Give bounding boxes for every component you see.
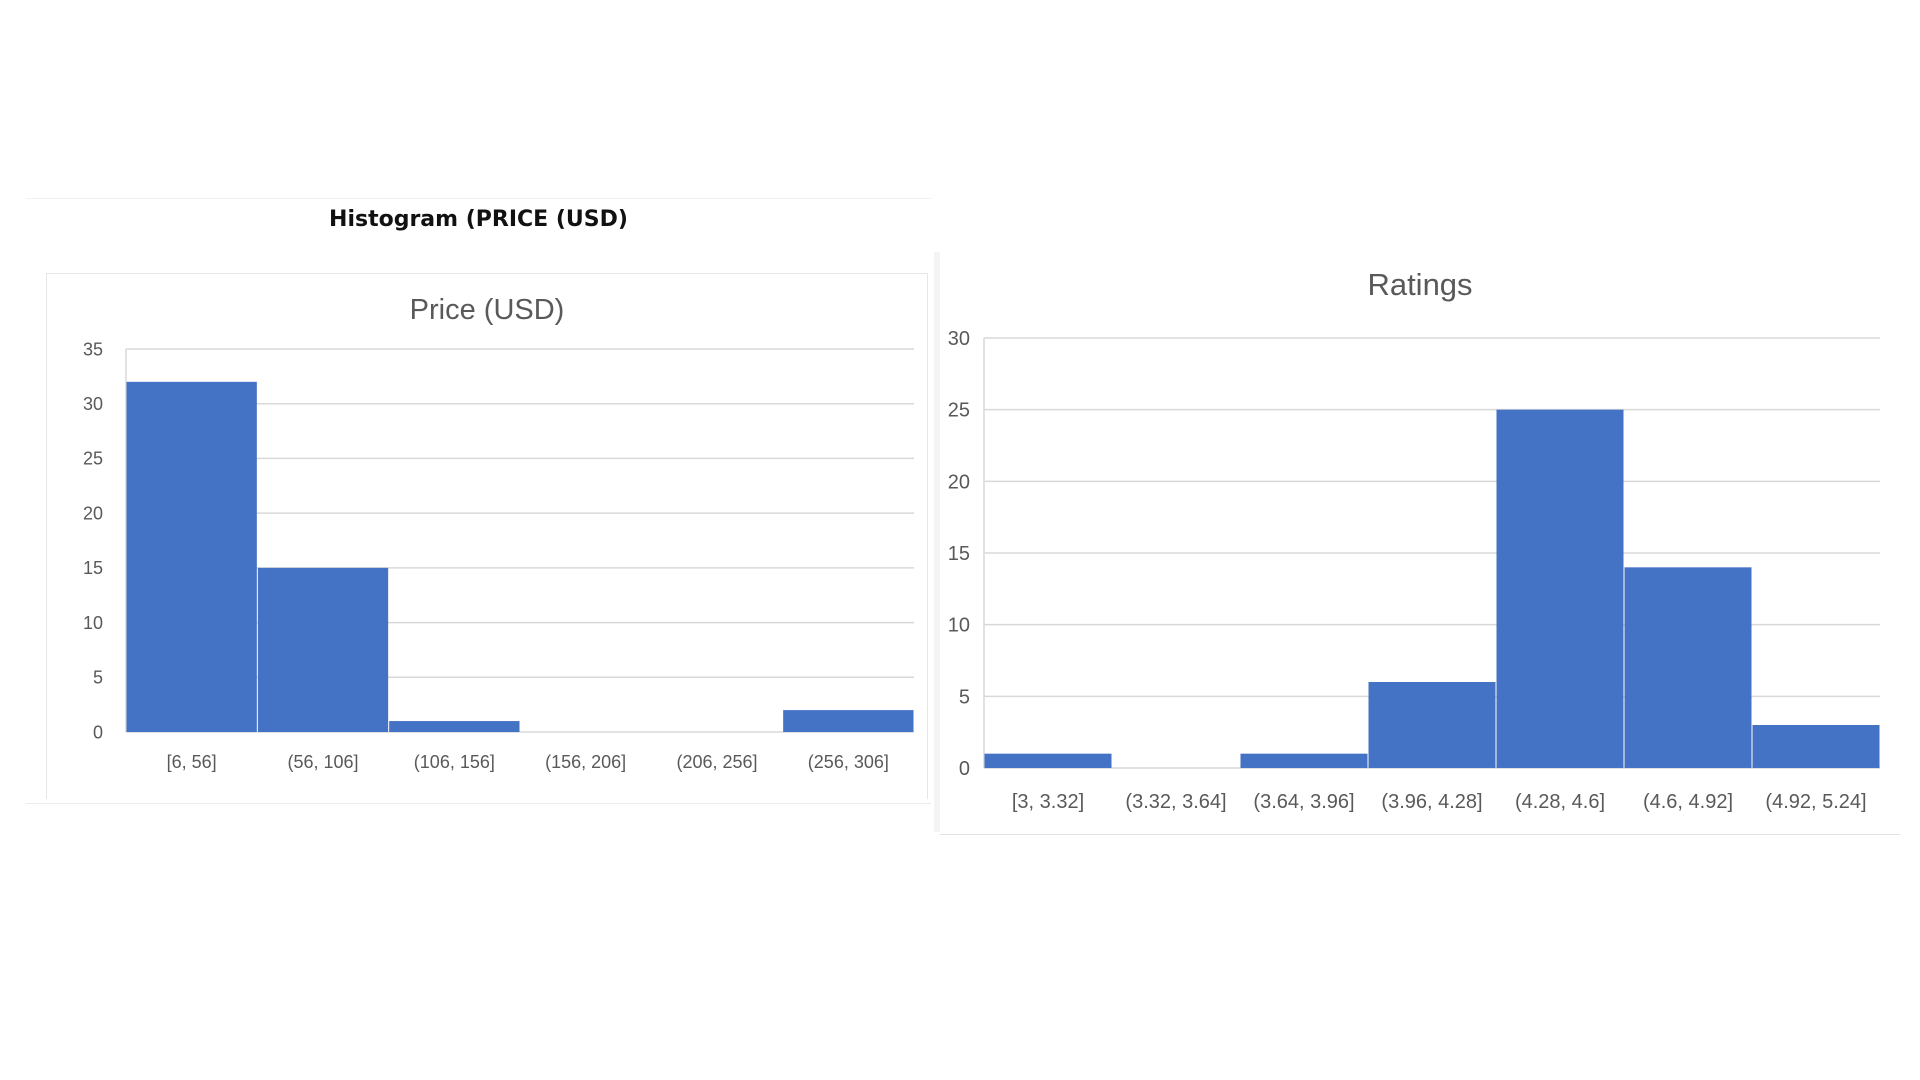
price-bar	[783, 710, 914, 732]
ratings-bar	[1496, 409, 1624, 768]
price-histogram-panel: Histogram (PRICE (USD) Price (USD) 0 5 10 1…	[26, 198, 931, 804]
ratings-x-tick-label: (4.92, 5.24]	[1765, 791, 1866, 813]
ratings-y-tick-label: 30	[948, 328, 970, 350]
ratings-x-tick-label: (3.96, 4.28]	[1381, 791, 1482, 813]
ratings-y-tick-label: 0	[959, 758, 970, 780]
price-bar	[389, 721, 520, 732]
price-y-tick-label: 25	[83, 449, 103, 469]
price-y-tick-label: 15	[83, 558, 103, 578]
price-bar	[257, 567, 389, 732]
ratings-histogram-panel: Ratings 0 5 10 15 20 25 30 [3, 3.32] (3.32, 3.6…	[940, 252, 1900, 835]
price-x-tick-label: (56, 106]	[287, 752, 358, 772]
price-y-tick-label: 20	[83, 503, 103, 523]
price-y-tick-label: 10	[83, 613, 103, 633]
ratings-bar	[1624, 567, 1752, 768]
price-bar	[126, 381, 257, 732]
ratings-chart-title: Ratings	[1367, 267, 1472, 302]
price-x-tick-label: (256, 306]	[808, 752, 889, 772]
price-histogram-chart: Price (USD) 0 5 10 15 20 25 30 35 [6, 56] (56, 1…	[83, 294, 914, 772]
ratings-bar	[1240, 753, 1368, 768]
price-y-tick-label: 0	[93, 722, 103, 742]
panel-divider	[934, 252, 940, 832]
price-x-tick-label: (106, 156]	[414, 752, 495, 772]
ratings-x-tick-label: (4.28, 4.6]	[1515, 791, 1605, 813]
ratings-bar	[1368, 682, 1496, 768]
price-y-tick-label: 30	[83, 394, 103, 414]
ratings-y-tick-label: 20	[948, 471, 970, 493]
ratings-y-tick-label: 15	[948, 543, 970, 565]
ratings-x-tick-label: (3.64, 3.96]	[1253, 791, 1354, 813]
price-chart-frame: Price (USD) 0 5 10 15 20 25 30 35 [6, 56] (56, 1…	[46, 273, 928, 799]
price-x-tick-label: (156, 206]	[545, 752, 626, 772]
price-x-tick-label: (206, 256]	[676, 752, 757, 772]
price-x-tick-label: [6, 56]	[167, 752, 217, 772]
ratings-y-tick-label: 5	[959, 686, 970, 708]
ratings-histogram-chart: Ratings 0 5 10 15 20 25 30 [3, 3.32] (3.32, 3.6…	[948, 267, 1880, 813]
price-chart-title: Price (USD)	[410, 294, 565, 326]
ratings-y-tick-label: 25	[948, 400, 970, 422]
ratings-bar	[984, 753, 1112, 768]
ratings-x-tick-label: [3, 3.32]	[1012, 791, 1084, 813]
ratings-bar	[1752, 725, 1880, 768]
price-y-tick-label: 35	[83, 339, 103, 359]
histogram-header-title: Histogram (PRICE (USD)	[329, 207, 628, 232]
ratings-x-tick-label: (3.32, 3.64]	[1125, 791, 1226, 813]
ratings-y-tick-label: 10	[948, 615, 970, 637]
ratings-x-tick-label: (4.6, 4.92]	[1643, 791, 1733, 813]
price-y-tick-label: 5	[93, 668, 103, 688]
